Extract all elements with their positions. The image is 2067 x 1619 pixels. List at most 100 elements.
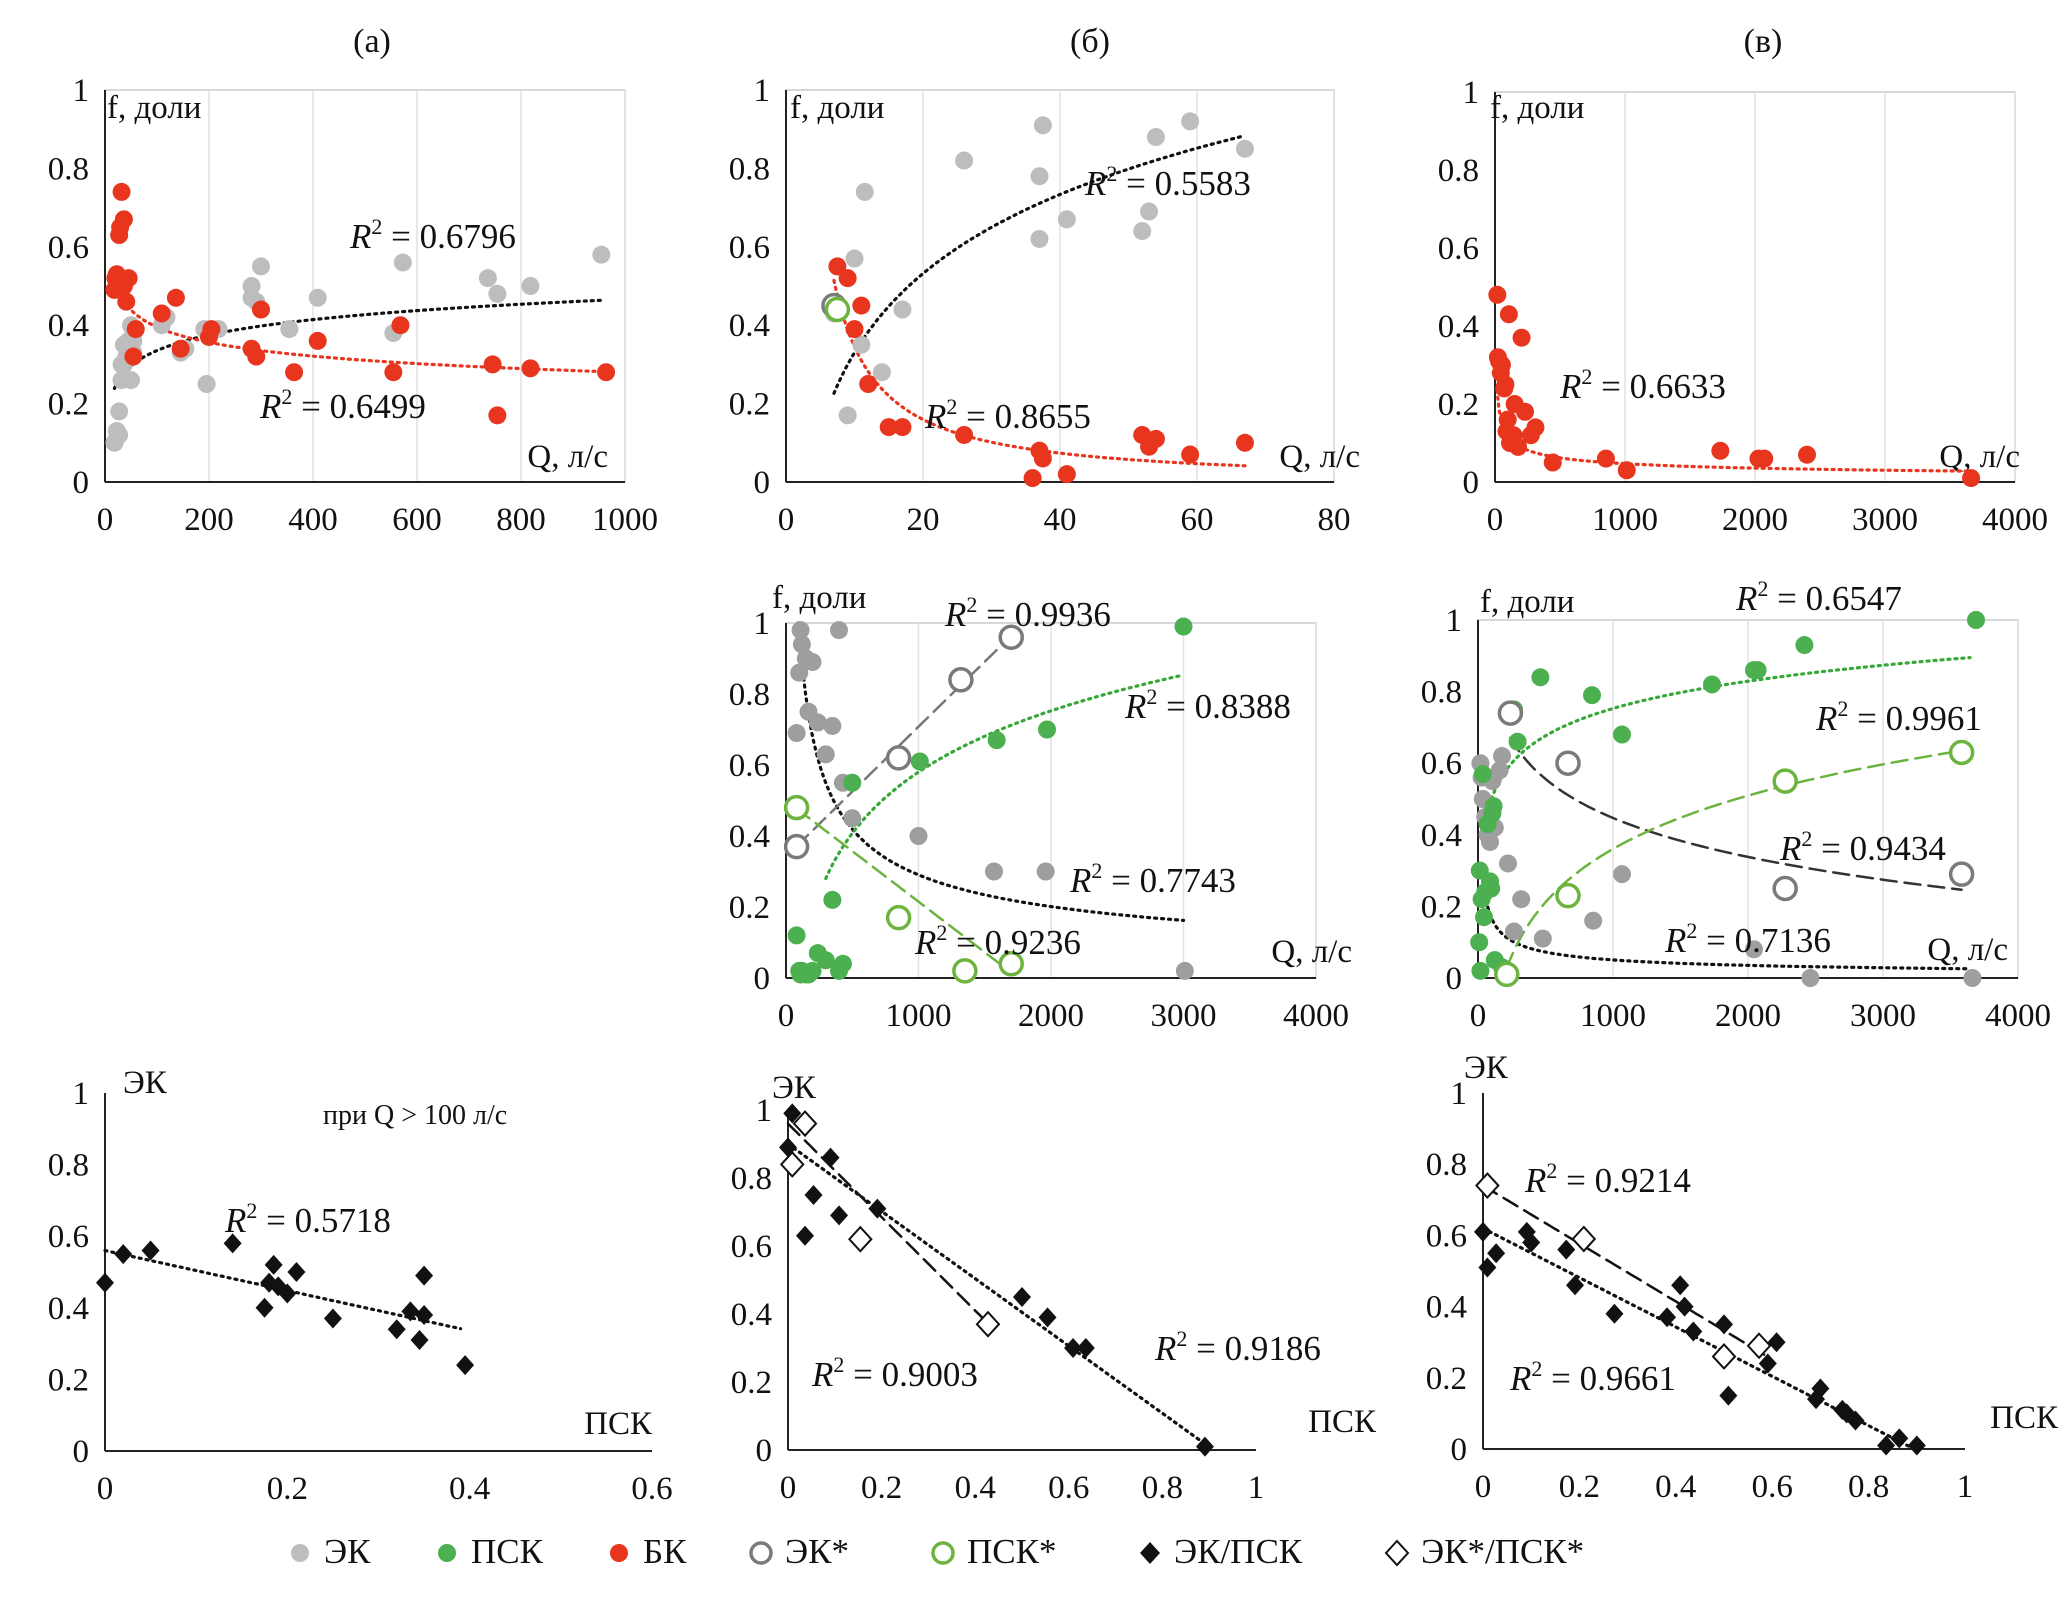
r2-label: R2 = 0.6547 [1735, 576, 1902, 618]
data-point [114, 210, 133, 229]
x-tick-label: 0.6 [631, 1471, 672, 1507]
data-point [597, 363, 616, 382]
data-point [1508, 732, 1527, 751]
data-point [821, 1147, 840, 1168]
data-point [401, 1301, 420, 1322]
x-tick-label: 1 [1248, 1470, 1265, 1506]
data-point [1746, 1332, 1772, 1360]
data-point [1613, 725, 1631, 744]
y-tick-label: 0.4 [729, 819, 770, 855]
y-tick-label: 0.4 [1426, 1290, 1467, 1326]
x-tick-label: 3000 [1850, 998, 1916, 1034]
data-point [872, 363, 891, 382]
legend-item: БК [610, 1532, 687, 1571]
data-point [1038, 1307, 1057, 1328]
data-point [384, 363, 403, 382]
data-point [323, 1308, 342, 1329]
y-tick-label: 0.2 [48, 1362, 89, 1398]
r2-label: R2 = 0.9434 [1779, 826, 1946, 868]
data-point [885, 904, 912, 931]
legend-item: ЭК [291, 1532, 371, 1571]
x-tick-label: 40 [1044, 502, 1077, 538]
data-point [955, 425, 974, 444]
y-tick-label: 0.8 [729, 151, 770, 187]
data-point [1516, 402, 1535, 421]
x-axis-label: Q, л/с [1271, 934, 1352, 970]
data-point [114, 1244, 133, 1265]
data-point [1711, 441, 1730, 460]
y-tick-label: 0.4 [1421, 818, 1462, 854]
data-point [1505, 922, 1523, 941]
legend-label: БК [643, 1532, 687, 1571]
data-point [985, 862, 1004, 881]
data-point [893, 418, 912, 437]
x-tick-label: 0 [778, 998, 795, 1034]
x-tick-label: 2000 [1715, 998, 1781, 1034]
legend-label: ЭК/ПСК [1174, 1532, 1303, 1571]
data-point [1013, 1287, 1031, 1307]
y-tick-label: 1 [754, 73, 771, 109]
data-point [456, 1355, 475, 1376]
data-point [1846, 1410, 1865, 1431]
data-point [308, 331, 327, 350]
data-point [998, 951, 1024, 977]
x-tick-label: 4000 [1283, 998, 1349, 1034]
y-tick-label: 0.6 [729, 748, 770, 784]
x-tick-label: 800 [496, 502, 546, 538]
data-point [1140, 202, 1159, 221]
r2-label: R2 = 0.9186 [1154, 1326, 1321, 1368]
data-point [1033, 449, 1052, 468]
x-tick-label: 0.2 [1559, 1469, 1600, 1505]
y-tick-label: 0.2 [729, 890, 770, 926]
data-point [117, 292, 136, 311]
r2-label: R2 = 0.6499 [259, 384, 426, 426]
data-point [1877, 1435, 1896, 1456]
x-tick-label: 3000 [1852, 502, 1918, 538]
data-point [1235, 139, 1254, 158]
legend-label: ЭК [324, 1532, 371, 1571]
y-tick-label: 0 [1451, 1432, 1468, 1468]
data-point [1509, 437, 1528, 456]
data-point [1755, 449, 1774, 468]
data-point [415, 1265, 434, 1286]
data-point [223, 1233, 242, 1254]
ring-green-icon [931, 1541, 955, 1565]
y-tick-label: 0.4 [1438, 309, 1479, 345]
chart-a1: 0 0.2 0.4 0.6 0.8 1 0 200 400 600 800 1000 f, доли Q,… [48, 73, 658, 538]
data-point [1470, 933, 1489, 952]
x-axis-label: Q, л/с [1927, 932, 2008, 968]
data-point [847, 1225, 873, 1253]
y-tick-label: 1 [1463, 75, 1480, 111]
trend-line [824, 673, 1186, 881]
data-point [845, 320, 864, 339]
y-tick-label: 0.2 [731, 1365, 772, 1401]
data-point [1543, 453, 1562, 472]
y-tick-label: 0.8 [1421, 675, 1462, 711]
data-point [1795, 636, 1814, 655]
data-point [1181, 445, 1200, 464]
data-point [488, 284, 507, 303]
data-point [783, 1103, 802, 1124]
data-point [803, 961, 822, 980]
x-axis-label: ПСК [1990, 1400, 2059, 1436]
x-tick-label: 0 [97, 502, 114, 538]
data-point [843, 809, 862, 828]
y-tick-label: 1 [73, 1076, 90, 1112]
data-point [247, 347, 266, 366]
dot-gray-icon [291, 1544, 309, 1562]
x-tick-label: 2000 [1722, 502, 1788, 538]
data-point [410, 1330, 429, 1351]
data-point [280, 320, 299, 339]
data-point [1175, 961, 1194, 980]
r2-label: R2 = 0.9961 [1815, 696, 1982, 738]
data-point [998, 624, 1024, 650]
data-point [96, 1272, 114, 1293]
y-tick-label: 0.8 [48, 1148, 89, 1184]
data-point [1715, 1314, 1733, 1335]
y-tick-label: 0 [754, 961, 771, 997]
data-point [1675, 1296, 1694, 1317]
data-point [126, 320, 145, 339]
chart-c1: 0 0.2 0.4 0.6 0.8 1 0 1000 2000 3000 4000 f, доли Q,… [1438, 75, 2048, 538]
data-point [124, 347, 143, 366]
